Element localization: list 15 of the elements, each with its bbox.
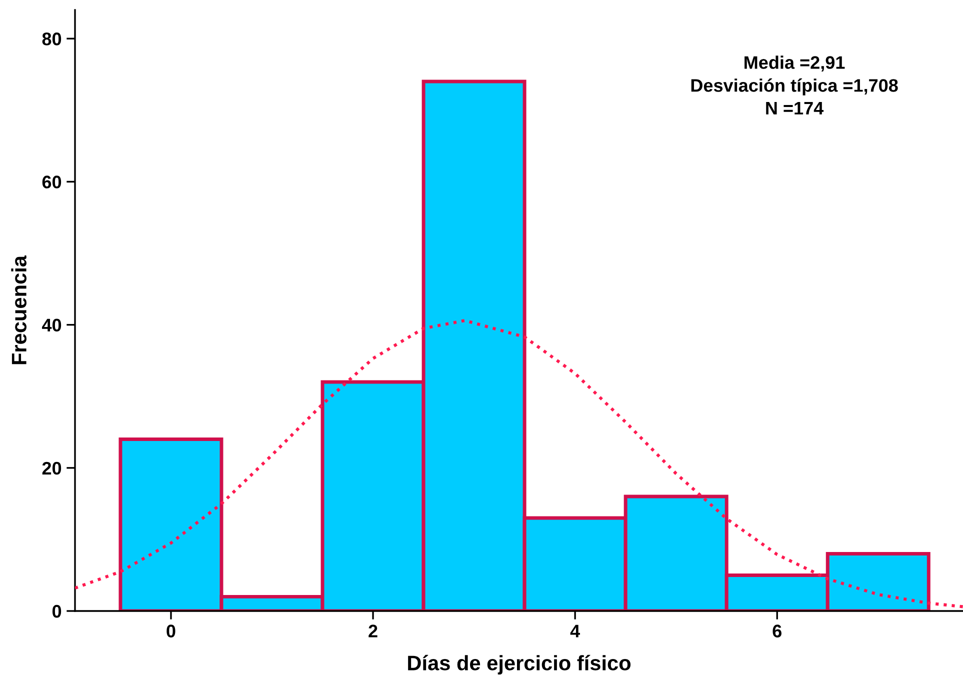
annotation: N =174 bbox=[766, 102, 824, 114]
y-tick-label: 0 bbox=[52, 604, 62, 618]
line-series bbox=[75, 318, 963, 608]
x-tick-label: 0 bbox=[166, 624, 176, 638]
x-tick-label: 2 bbox=[368, 624, 378, 638]
annotation: Desviación típica =1,708 bbox=[691, 78, 898, 96]
y-tick-label: 80 bbox=[42, 32, 62, 46]
x-tick-label: 6 bbox=[772, 624, 782, 638]
y-tick-label: 60 bbox=[42, 176, 62, 188]
y-tick-label: 20 bbox=[42, 462, 62, 475]
x-tick-label: 4 bbox=[570, 624, 580, 638]
y-tick-label: 40 bbox=[42, 318, 62, 332]
y-axis-title: Frecuencia bbox=[11, 255, 26, 364]
x-axis-title: Días de ejercicio físico bbox=[408, 654, 631, 675]
annotation: Media =2,91 bbox=[744, 56, 845, 72]
